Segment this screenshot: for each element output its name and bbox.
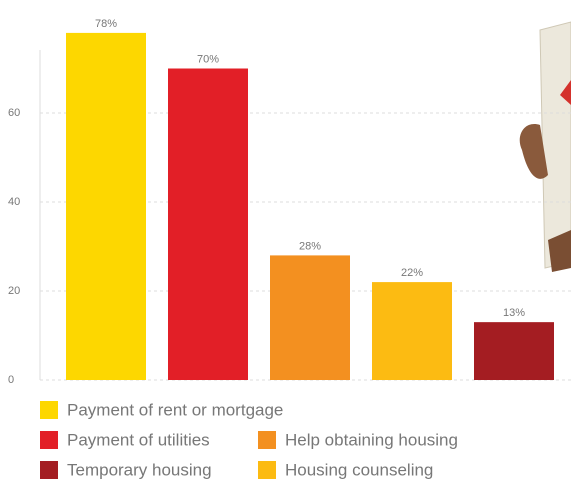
legend-label: Payment of utilities [67,430,210,449]
legend-swatch [40,401,58,419]
value-label: 28% [299,240,321,252]
legend-label: Temporary housing [67,460,212,479]
y-tick-label: 20 [8,285,20,297]
legend-swatch [258,431,276,449]
y-tick-label: 0 [8,374,14,386]
bar [270,255,350,380]
legend-swatch [40,461,58,479]
legend-label: Housing counseling [285,460,433,479]
value-label: 70% [197,53,219,65]
legend-swatch [258,461,276,479]
legend-label: Payment of rent or mortgage [67,400,283,419]
bar [66,32,146,381]
bar [372,282,452,380]
y-tick-label: 40 [8,196,20,208]
legend-label: Help obtaining housing [285,430,458,449]
legend-swatch [40,431,58,449]
y-tick-label: 60 [8,107,20,119]
background-photo [519,21,571,272]
value-label: 78% [95,18,117,30]
bar [168,68,248,380]
value-label: 22% [401,267,423,279]
bar [474,322,554,380]
value-label: 13% [503,307,525,319]
